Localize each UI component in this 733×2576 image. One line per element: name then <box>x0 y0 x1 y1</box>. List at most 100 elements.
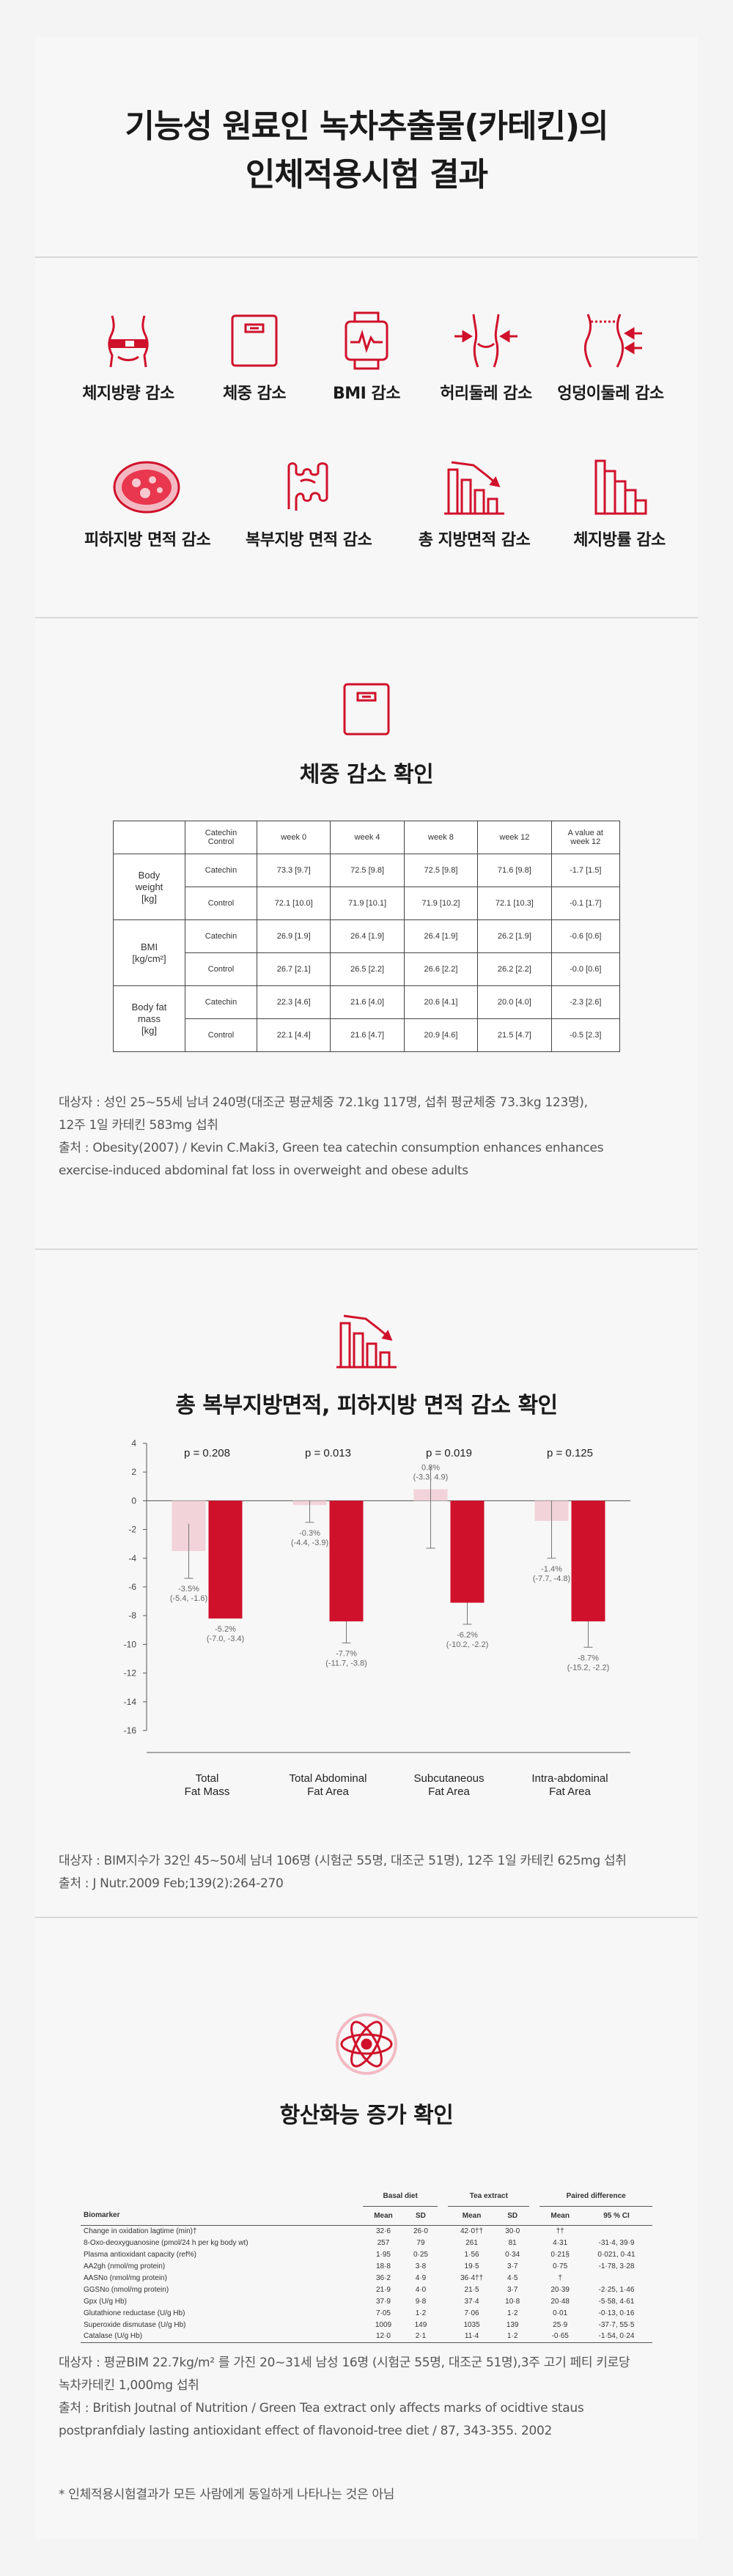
table-cell: 10·8 <box>505 2297 520 2306</box>
table-cell: 1·2 <box>507 2309 518 2317</box>
table-cell: 0·25 <box>413 2250 428 2259</box>
table-row: AASNo (nmol/mg protein) 36·2 4·9 36·4†† 4·5 † <box>81 2272 652 2284</box>
bar <box>208 1500 243 1619</box>
biomarker-name: GGSNo (nmol/mg protein) <box>84 2285 169 2294</box>
benefit-label: 체지방량 감소 <box>82 385 174 403</box>
category-label: Intra-abdominal <box>531 1772 608 1785</box>
table-row: Superoxide dismutase (U/g Hb) 1009 149 1035… <box>81 2319 652 2331</box>
table-spacer <box>529 2319 539 2331</box>
biomarker-name: Catalase (U/g Hb) <box>81 2331 364 2343</box>
antioxidant-table-body: Change in oxidation lagtime (min)† 32·6 26… <box>81 2225 652 2343</box>
benefit-total-fat: 총 지방면적 감소 <box>412 458 537 550</box>
table-header-cell: 95 % CI <box>580 2206 652 2226</box>
table-header-cell: week 0 <box>256 821 331 854</box>
y-tick-label: -16 <box>124 1725 137 1736</box>
table-cell: 7·05 <box>375 2309 391 2317</box>
table-row: GGSNo (nmol/mg protein) 21·9 4·0 21·5 3·7 20·… <box>81 2284 652 2295</box>
category-label: Fat Area <box>307 1785 349 1798</box>
table-cell: 4·9 <box>415 2273 427 2282</box>
table-cell: 1009 <box>375 2320 392 2329</box>
table-cell: -2·25, 1·46 <box>598 2285 635 2294</box>
fat-section-title: 총 복부지방면적, 피하지방 면적 감소 확인 <box>175 1393 558 1418</box>
data-label: (-11.7, -3.8) <box>325 1659 367 1668</box>
table-header-cell: Basal diet <box>363 2187 438 2207</box>
table-cell: -1·54, 0·24 <box>580 2331 652 2343</box>
table-cell: 139 <box>506 2320 519 2329</box>
benefits-card <box>35 258 698 617</box>
table-cell: Control <box>185 887 257 920</box>
weight-section-title: 체중 감소 확인 <box>299 762 434 788</box>
table-cell: 20·39 <box>550 2285 570 2294</box>
benefit-label: 체지방률 감소 <box>573 531 666 549</box>
table-header-cell: Mean <box>539 2206 581 2226</box>
table-spacer <box>438 2225 448 2237</box>
antioxidant-column-header: Biomarker Mean SD Mean SD Mean 95 % CI <box>81 2206 652 2226</box>
table-spacer <box>529 2260 539 2272</box>
table-spacer <box>438 2260 448 2272</box>
table-cell: 30·0 <box>505 2227 520 2235</box>
benefit-label: 총 지방면적 감소 <box>418 531 531 549</box>
biomarker-name: AA2gh (nmol/mg protein) <box>84 2262 166 2270</box>
table-cell: 26.9 [1.9] <box>256 919 331 953</box>
table-cell: Catechin <box>185 919 257 953</box>
title-card <box>35 37 698 256</box>
table-spacer <box>438 2249 448 2260</box>
table-spacer <box>438 2237 448 2249</box>
table-cell: -2.3 [2.6] <box>550 985 621 1019</box>
y-tick-label: -12 <box>124 1668 137 1679</box>
benefit-body-fat-ratio: 체지방률 감소 <box>557 458 682 550</box>
table-cell: -5·58, 4·61 <box>598 2297 635 2306</box>
data-label: -3.5% <box>178 1585 199 1594</box>
page-title: 기능성 원료인 녹차추출물(카테킨)의 인체적용시험 결과 <box>35 103 698 199</box>
data-label: (-7.0, -3.4) <box>207 1635 244 1643</box>
table-cell: 4·31 <box>553 2238 568 2247</box>
table-spacer <box>529 2331 540 2343</box>
table-cell: 26.7 [2.1] <box>256 952 331 986</box>
table-cell: 37·9 <box>375 2297 391 2306</box>
y-tick-label: -2 <box>128 1525 136 1535</box>
table-row: Gpx (U/g Hb) 37·9 9·8 37·4 10·8 20·48 -5·58, 4… <box>81 2295 652 2307</box>
scale-icon <box>231 314 278 367</box>
p-value-label: p = 0.208 <box>184 1447 230 1459</box>
table-group-label: BMI [kg/cm²] <box>113 919 185 986</box>
note-line: postpranfdialy lasting antioxidant effec… <box>59 2424 553 2438</box>
table-cell: 22.1 [4.4] <box>256 1018 331 1052</box>
table-cell: 26·0 <box>413 2227 428 2235</box>
table-spacer <box>529 2295 539 2307</box>
benefit-waist: 허리둘레 감소 <box>424 311 548 404</box>
table-spacer <box>438 2331 449 2343</box>
table-cell: †† <box>556 2227 564 2235</box>
table-cell: 22.3 [4.6] <box>256 985 331 1019</box>
table-cell: 32·6 <box>375 2227 391 2235</box>
table-spacer <box>529 2206 540 2226</box>
table-cell: -0.1 [1.7] <box>550 887 621 920</box>
table-cell: 21.6 [4.0] <box>330 985 405 1019</box>
table-row: AA2gh (nmol/mg protein) 18·8 3·8 19·5 3·7 0·7… <box>81 2260 652 2272</box>
data-label: -6.2% <box>457 1631 478 1640</box>
data-label: (-10.2, -2.2) <box>446 1640 488 1649</box>
table-spacer <box>529 2225 539 2237</box>
table-spacer <box>438 2319 448 2331</box>
benefit-label: 피하지방 면적 감소 <box>84 531 211 549</box>
table-header-cell: week 8 <box>403 821 479 854</box>
waist-icon <box>454 314 517 368</box>
table-spacer <box>529 2249 539 2260</box>
benefit-label: BMI 감소 <box>333 385 401 403</box>
data-label: (-3.3, 4.9) <box>413 1473 449 1482</box>
table-header-cell: week 12 <box>477 821 552 854</box>
table-cell: -0.6 [0.6] <box>550 919 621 953</box>
table-cell: 26.5 [2.2] <box>330 952 405 986</box>
hip-icon <box>583 314 642 368</box>
table-row: Catalase (U/g Hb) 12·0 2·1 11·4 1·2 -0·65 -1·5… <box>81 2331 652 2343</box>
data-label: 0.8% <box>421 1464 440 1473</box>
table-cell: 21.5 [4.7] <box>477 1018 552 1052</box>
subcutaneous-fat-icon <box>113 461 180 514</box>
table-header-cell: SD <box>495 2206 530 2226</box>
table-cell: 26.4 [1.9] <box>330 919 405 953</box>
note-line: 대상자 : 성인 25~55세 남녀 240명(대조군 평균체중 72.1kg … <box>59 1095 588 1110</box>
table-cell: 12·0 <box>363 2331 404 2343</box>
table-cell: 20.0 [4.0] <box>477 985 552 1019</box>
data-label: (-5.4, -1.6) <box>170 1594 207 1603</box>
data-label: -0.3% <box>299 1529 320 1538</box>
table-spacer <box>529 2237 539 2249</box>
